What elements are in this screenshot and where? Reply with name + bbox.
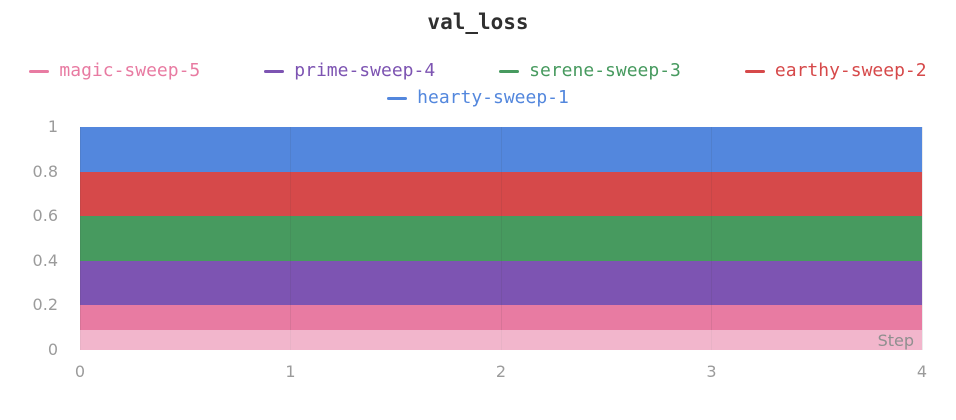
legend: magic-sweep-5 prime-sweep-4 serene-sweep-3… — [20, 60, 936, 109]
legend-item-prime-sweep-4[interactable]: prime-sweep-4 — [264, 60, 435, 82]
x-axis-title: Step — [877, 330, 914, 350]
y-tick-label: 0.4 — [32, 250, 58, 270]
series-area-prime-sweep-4 — [80, 260, 922, 306]
legend-label: magic-sweep-5 — [59, 60, 201, 81]
x-tick-label: 1 — [285, 362, 296, 381]
series-area-earthy-sweep-2 — [80, 171, 922, 217]
series-area-magic-sweep-5 — [80, 305, 922, 350]
y-tick-label: 0.2 — [32, 295, 58, 315]
legend-label: earthy-sweep-2 — [774, 60, 927, 81]
legend-label: serene-sweep-3 — [529, 60, 681, 81]
legend-swatch — [387, 96, 408, 100]
legend-item-hearty-sweep-1[interactable]: hearty-sweep-1 — [387, 87, 569, 109]
series-area-hearty-sweep-1 — [80, 127, 922, 172]
legend-swatch — [29, 69, 50, 73]
x-tick-label: 4 — [916, 362, 928, 381]
plot-area[interactable]: Step — [79, 127, 923, 350]
y-tick-label: 0.6 — [32, 206, 58, 226]
bands — [80, 127, 922, 350]
y-tick-label: 0.8 — [32, 161, 58, 181]
legend-item-serene-sweep-3[interactable]: serene-sweep-3 — [499, 60, 681, 82]
legend-label: hearty-sweep-1 — [417, 87, 569, 108]
legend-label: prime-sweep-4 — [294, 60, 436, 81]
x-axis-strip: Step — [80, 330, 922, 350]
series-area-serene-sweep-3 — [80, 216, 922, 261]
legend-item-earthy-sweep-2[interactable]: earthy-sweep-2 — [744, 60, 927, 82]
x-axis-ticks: 0 1 2 3 4 — [75, 362, 927, 386]
x-tick-label: 0 — [74, 362, 86, 381]
x-tick-label: 3 — [706, 362, 717, 381]
legend-swatch — [264, 69, 285, 73]
x-tick-label: 2 — [495, 362, 507, 381]
legend-swatch — [744, 69, 765, 73]
y-tick-label: 1 — [47, 117, 58, 136]
y-axis-ticks: 0 0.2 0.4 0.6 0.8 1 — [0, 119, 58, 358]
y-tick-label: 0 — [47, 340, 58, 359]
legend-swatch — [499, 69, 520, 73]
legend-item-magic-sweep-5[interactable]: magic-sweep-5 — [29, 60, 200, 82]
chart-title: val_loss — [427, 10, 529, 34]
